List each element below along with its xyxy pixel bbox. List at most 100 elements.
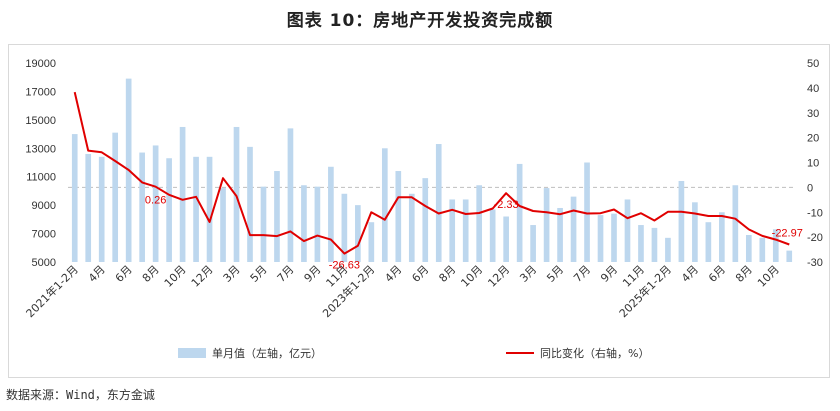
source-note: 数据来源：Wind，东方金诚 xyxy=(6,388,155,402)
bar-mark xyxy=(489,209,496,262)
bar-mark xyxy=(408,193,415,262)
bar-mark xyxy=(516,163,523,262)
bar-mark xyxy=(355,205,361,262)
yoy-line xyxy=(73,91,790,255)
left-axis-tick-label: 11000 xyxy=(26,172,56,184)
x-tick-label: 10月 xyxy=(458,263,485,290)
bar-mark xyxy=(692,202,698,262)
bar-mark xyxy=(274,171,280,262)
x-tick-label: 7月 xyxy=(275,263,297,285)
bar-mark xyxy=(287,128,294,262)
bar-mark xyxy=(543,188,550,262)
bar-mark xyxy=(719,212,725,262)
bar-mark xyxy=(179,126,186,262)
bar-mark xyxy=(597,215,604,262)
bar-mark xyxy=(71,134,78,262)
bar-mark xyxy=(624,199,631,262)
x-tick-label: 6月 xyxy=(113,263,135,285)
bar-mark xyxy=(98,156,105,262)
data-label: -26.63 xyxy=(329,260,360,272)
x-tick-label: 3月 xyxy=(517,263,539,285)
bar-mark xyxy=(395,171,402,262)
x-tick-label: 8月 xyxy=(733,263,755,285)
bar-mark xyxy=(462,199,469,262)
legend-bar-swatch xyxy=(178,348,206,358)
bar-mark xyxy=(678,180,685,262)
x-tick-label: 9月 xyxy=(302,263,324,285)
bar-mark xyxy=(530,225,536,262)
bar-mark xyxy=(381,148,388,262)
bar-mark xyxy=(503,216,509,262)
x-tick-label: 6月 xyxy=(706,263,728,285)
data-label: -22.97 xyxy=(772,228,803,240)
bar-mark xyxy=(301,185,307,262)
bar-mark xyxy=(166,158,172,262)
right-axis-tick-label: 30 xyxy=(807,108,819,120)
bar-mark xyxy=(665,237,671,262)
left-axis-tick-label: 13000 xyxy=(25,143,56,155)
right-axis-tick-label: 20 xyxy=(807,133,819,145)
bar-mark xyxy=(152,145,159,262)
bar-mark xyxy=(247,146,253,262)
legend-bar-label: 单月值（左轴，亿元） xyxy=(212,346,322,360)
right-axis-tick-label: 50 xyxy=(807,58,819,70)
bar-mark xyxy=(772,229,779,262)
x-tick-label: 10月 xyxy=(162,263,189,290)
bar-mark xyxy=(732,185,739,262)
bar-mark xyxy=(193,156,199,262)
legend-line-label: 同比变化（右轴，%） xyxy=(540,346,649,360)
bar-mark xyxy=(206,156,213,262)
x-tick-label: 5月 xyxy=(248,263,270,285)
bar-mark xyxy=(112,132,119,262)
left-axis-tick-label: 19000 xyxy=(25,58,56,70)
bar-mark xyxy=(786,250,793,262)
x-tick-label: 3月 xyxy=(221,263,243,285)
x-tick-label: 9月 xyxy=(598,263,620,285)
bar-mark xyxy=(341,193,348,262)
left-axis-tick-label: 9000 xyxy=(32,200,56,212)
chart-title: 图表 10：房地产开发投资完成额 xyxy=(286,11,554,31)
x-tick-label: 12月 xyxy=(485,263,512,290)
bar-mark xyxy=(705,222,712,262)
left-axis-tick-label: 7000 xyxy=(32,229,56,241)
bar-mark xyxy=(759,237,766,262)
bar-mark xyxy=(220,188,226,262)
x-tick-label: 7月 xyxy=(571,263,593,285)
bar-mark xyxy=(435,144,442,262)
data-label: 0.26 xyxy=(145,195,166,207)
x-tick-label: 4月 xyxy=(86,263,108,285)
x-tick-label: 2021年1-2月 xyxy=(23,262,81,320)
bar-mark xyxy=(260,186,267,262)
bar-mark xyxy=(449,199,456,262)
right-axis-tick-label: 10 xyxy=(807,158,819,170)
x-tick-label: 4月 xyxy=(382,263,404,285)
bar-mark xyxy=(328,166,334,262)
bar-mark xyxy=(570,196,577,262)
bar-mark xyxy=(139,152,145,262)
right-axis-tick-label: 40 xyxy=(807,83,819,95)
x-tick-label: 10月 xyxy=(755,263,782,290)
chart-frame xyxy=(8,44,830,378)
left-axis-tick-label: 17000 xyxy=(25,86,56,98)
bar-mark xyxy=(476,185,483,262)
bar-mark xyxy=(638,225,644,262)
x-tick-label: 8月 xyxy=(140,263,162,285)
x-tick-label: 6月 xyxy=(409,263,431,285)
right-axis-tick-label: -10 xyxy=(807,207,823,219)
right-axis-tick-label: -20 xyxy=(807,232,823,244)
bar-mark xyxy=(745,234,752,262)
left-axis-tick-label: 5000 xyxy=(32,257,56,269)
bar-mark xyxy=(85,153,92,262)
right-axis-tick-label: 0 xyxy=(807,182,813,194)
x-tick-label: 12月 xyxy=(189,263,216,290)
bar-mark xyxy=(368,222,375,262)
bar-mark xyxy=(611,213,617,262)
bar-mark xyxy=(314,186,321,262)
x-tick-label: 4月 xyxy=(679,263,701,285)
x-tick-label: 8月 xyxy=(436,263,458,285)
bar-mark xyxy=(651,227,658,262)
left-axis-tick-label: 15000 xyxy=(25,115,56,127)
bar-mark xyxy=(422,178,429,262)
right-axis-tick-label: -30 xyxy=(807,257,823,269)
